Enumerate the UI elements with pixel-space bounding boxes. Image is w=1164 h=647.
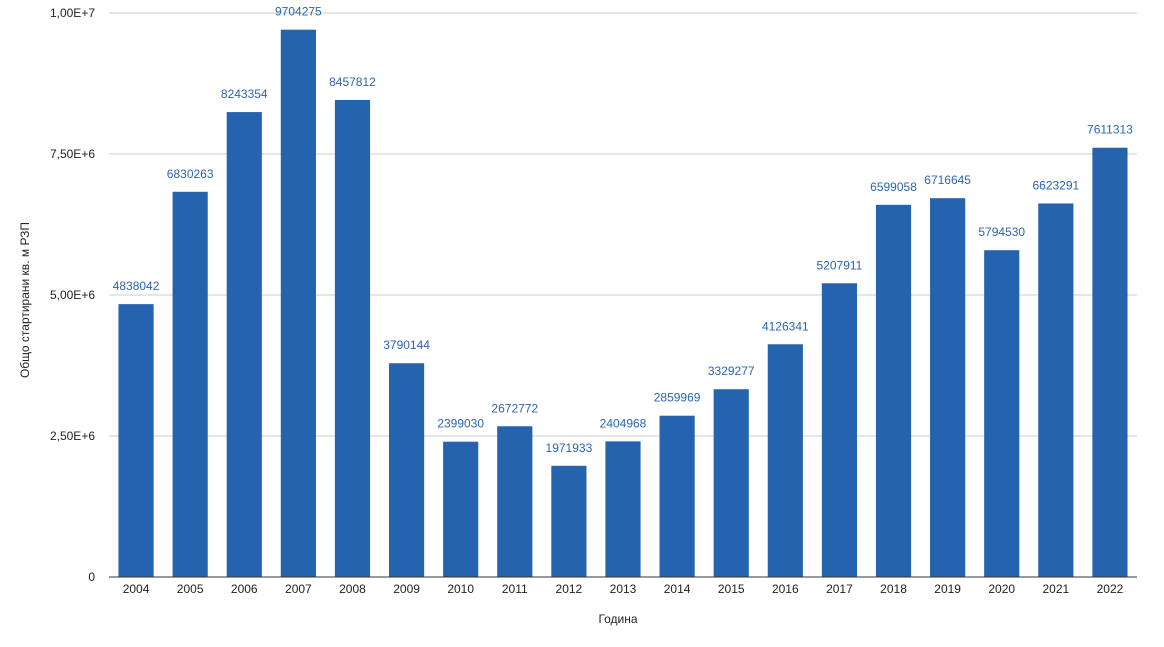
bar-value-label: 8243354 bbox=[221, 87, 268, 101]
x-axis-title: Година bbox=[598, 612, 637, 626]
bar bbox=[443, 441, 479, 577]
x-tick-label: 2010 bbox=[447, 582, 474, 596]
bar bbox=[984, 250, 1020, 577]
x-tick-label: 2006 bbox=[231, 582, 258, 596]
x-tick-label: 2012 bbox=[556, 582, 583, 596]
y-tick-label: 1,00E+7 bbox=[50, 6, 95, 20]
bar-value-label: 6623291 bbox=[1032, 178, 1079, 192]
axes: 0 2,50E+6 5,00E+6 7,50E+6 1,00E+7 2004 2005 200… bbox=[50, 6, 1137, 596]
bars bbox=[118, 29, 1128, 578]
x-tick-label: 2020 bbox=[988, 582, 1015, 596]
bar bbox=[930, 198, 966, 578]
bar bbox=[118, 304, 154, 577]
bar bbox=[605, 441, 641, 577]
bar-value-label: 4838042 bbox=[113, 279, 160, 293]
y-tick-label: 5,00E+6 bbox=[50, 288, 95, 302]
bar-value-label: 5207911 bbox=[817, 258, 863, 272]
x-tick-label: 2016 bbox=[772, 582, 799, 596]
bar-value-label: 2399030 bbox=[437, 417, 484, 431]
x-tick-label: 2011 bbox=[502, 582, 528, 596]
x-tick-label: 2004 bbox=[123, 582, 150, 596]
x-tick-label: 2021 bbox=[1042, 582, 1069, 596]
bar bbox=[1038, 203, 1074, 577]
bar-value-label: 5794530 bbox=[978, 225, 1025, 239]
y-tick-label: 0 bbox=[88, 570, 95, 584]
x-tick-label: 2005 bbox=[177, 582, 204, 596]
y-axis-title: Общо стартирани кв. м РЗП bbox=[18, 222, 32, 378]
x-tick-label: 2017 bbox=[826, 582, 853, 596]
x-tick-label: 2014 bbox=[664, 582, 691, 596]
gridlines bbox=[109, 12, 1137, 437]
bar bbox=[388, 363, 425, 577]
x-tick-label: 2015 bbox=[718, 582, 745, 596]
x-tick-label: 2013 bbox=[610, 582, 637, 596]
bar bbox=[172, 191, 208, 577]
bar-value-label: 3790144 bbox=[383, 338, 430, 352]
bar-value-label: 6830263 bbox=[167, 167, 214, 181]
bar-value-label: 2859969 bbox=[654, 391, 701, 405]
bar-value-label: 4126341 bbox=[762, 319, 809, 333]
bar bbox=[1092, 147, 1128, 577]
bar bbox=[713, 389, 749, 577]
bar-value-label: 1971933 bbox=[546, 441, 593, 455]
bar-value-label: 7611313 bbox=[1087, 123, 1133, 137]
bar bbox=[767, 344, 803, 577]
x-tick-label: 2019 bbox=[934, 582, 961, 596]
bar-value-label: 6599058 bbox=[870, 180, 917, 194]
bar bbox=[551, 465, 587, 577]
x-tick-label: 2008 bbox=[339, 582, 366, 596]
bar bbox=[497, 426, 533, 577]
bar bbox=[226, 112, 262, 578]
data-labels: 4838042 6830263 8243354 9704275 8457812 37901… bbox=[113, 5, 1133, 455]
bar-value-label: 2404968 bbox=[600, 416, 647, 430]
bar bbox=[821, 283, 858, 577]
x-tick-label: 2007 bbox=[285, 582, 312, 596]
bar-value-label: 9704275 bbox=[275, 5, 322, 19]
bar bbox=[334, 99, 371, 577]
x-tick-label: 2022 bbox=[1097, 582, 1124, 596]
y-tick-label: 7,50E+6 bbox=[50, 147, 95, 161]
bar-value-label: 8457812 bbox=[329, 75, 376, 89]
bar-value-label: 2672772 bbox=[491, 401, 538, 415]
x-tick-label: 2018 bbox=[880, 582, 907, 596]
bar bbox=[280, 29, 316, 577]
bar-value-label: 6716645 bbox=[924, 173, 971, 187]
bar bbox=[659, 415, 695, 577]
x-tick-label: 2009 bbox=[393, 582, 420, 596]
bar-value-label: 3329277 bbox=[708, 364, 755, 378]
y-tick-label: 2,50E+6 bbox=[50, 429, 95, 443]
bar bbox=[875, 204, 912, 578]
